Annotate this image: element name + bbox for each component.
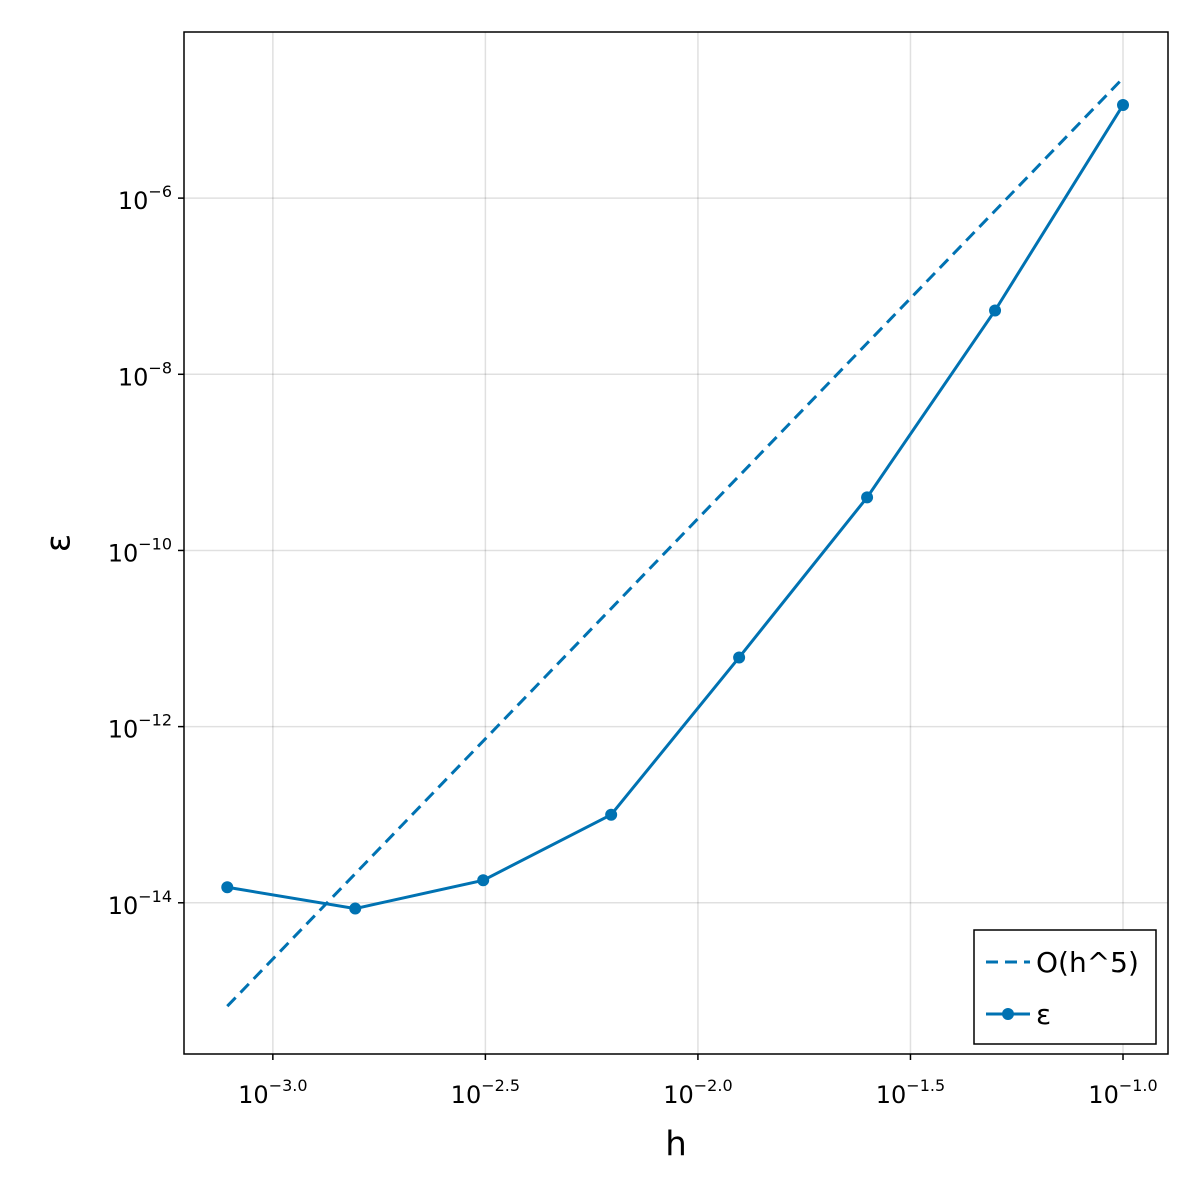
x-tick-label-base: 10 [451,1081,482,1109]
data-point [221,881,234,894]
x-tick-label-exponent: −1.5 [906,1076,945,1095]
x-tick-label: 10−1.5 [876,1076,945,1110]
y-tick-label-exponent: −12 [138,710,172,729]
y-tick-label: 10−12 [108,710,172,744]
y-tick-label-exponent: −6 [148,182,172,201]
y-tick-label-base: 10 [118,363,149,391]
x-tick-label: 10−3.0 [238,1076,307,1110]
x-tick-label-base: 10 [876,1081,907,1109]
data-point [861,491,874,504]
x-tick-label-exponent: −2.5 [481,1076,520,1095]
y-tick-label-base: 10 [108,716,139,744]
legend-box [973,929,1157,1045]
y-tick-label-exponent: −10 [138,534,172,553]
data-point [1117,99,1130,112]
series-line [226,77,1125,1008]
x-tick-label-exponent: −1.0 [1119,1076,1158,1095]
x-tick-label-exponent: −2.0 [694,1076,733,1095]
data-point [605,808,618,821]
y-tick-label: 10−14 [108,886,172,920]
legend-label: ε [1036,998,1051,1031]
y-tick-label-base: 10 [108,539,139,567]
y-tick-label: 10−6 [118,182,172,216]
data-point [349,902,362,915]
x-tick-label-base: 10 [1088,1081,1119,1109]
x-tick-label: 10−2.0 [663,1076,732,1110]
x-tick-label-exponent: −3.0 [269,1076,308,1095]
x-tick-label: 10−1.0 [1088,1076,1157,1110]
y-tick-label: 10−10 [108,534,172,568]
legend-marker [1002,1008,1014,1020]
x-tick-label: 10−2.5 [451,1076,520,1110]
x-axis-label: h [665,1125,687,1165]
y-axis-label: ε [39,534,79,552]
y-tick-label-exponent: −8 [148,358,172,377]
y-tick-label-base: 10 [118,187,149,215]
legend-label: O(h^5) [1036,946,1139,979]
y-tick-label-base: 10 [108,892,139,920]
data-point [733,651,746,664]
x-tick-label-base: 10 [238,1081,269,1109]
series-line [227,104,1125,911]
data-point [989,304,1002,317]
plot-frame [183,31,1169,1055]
x-tick-label-base: 10 [663,1081,694,1109]
y-tick-label-exponent: −14 [138,886,172,905]
data-point [477,874,490,887]
y-tick-label: 10−8 [118,358,172,392]
